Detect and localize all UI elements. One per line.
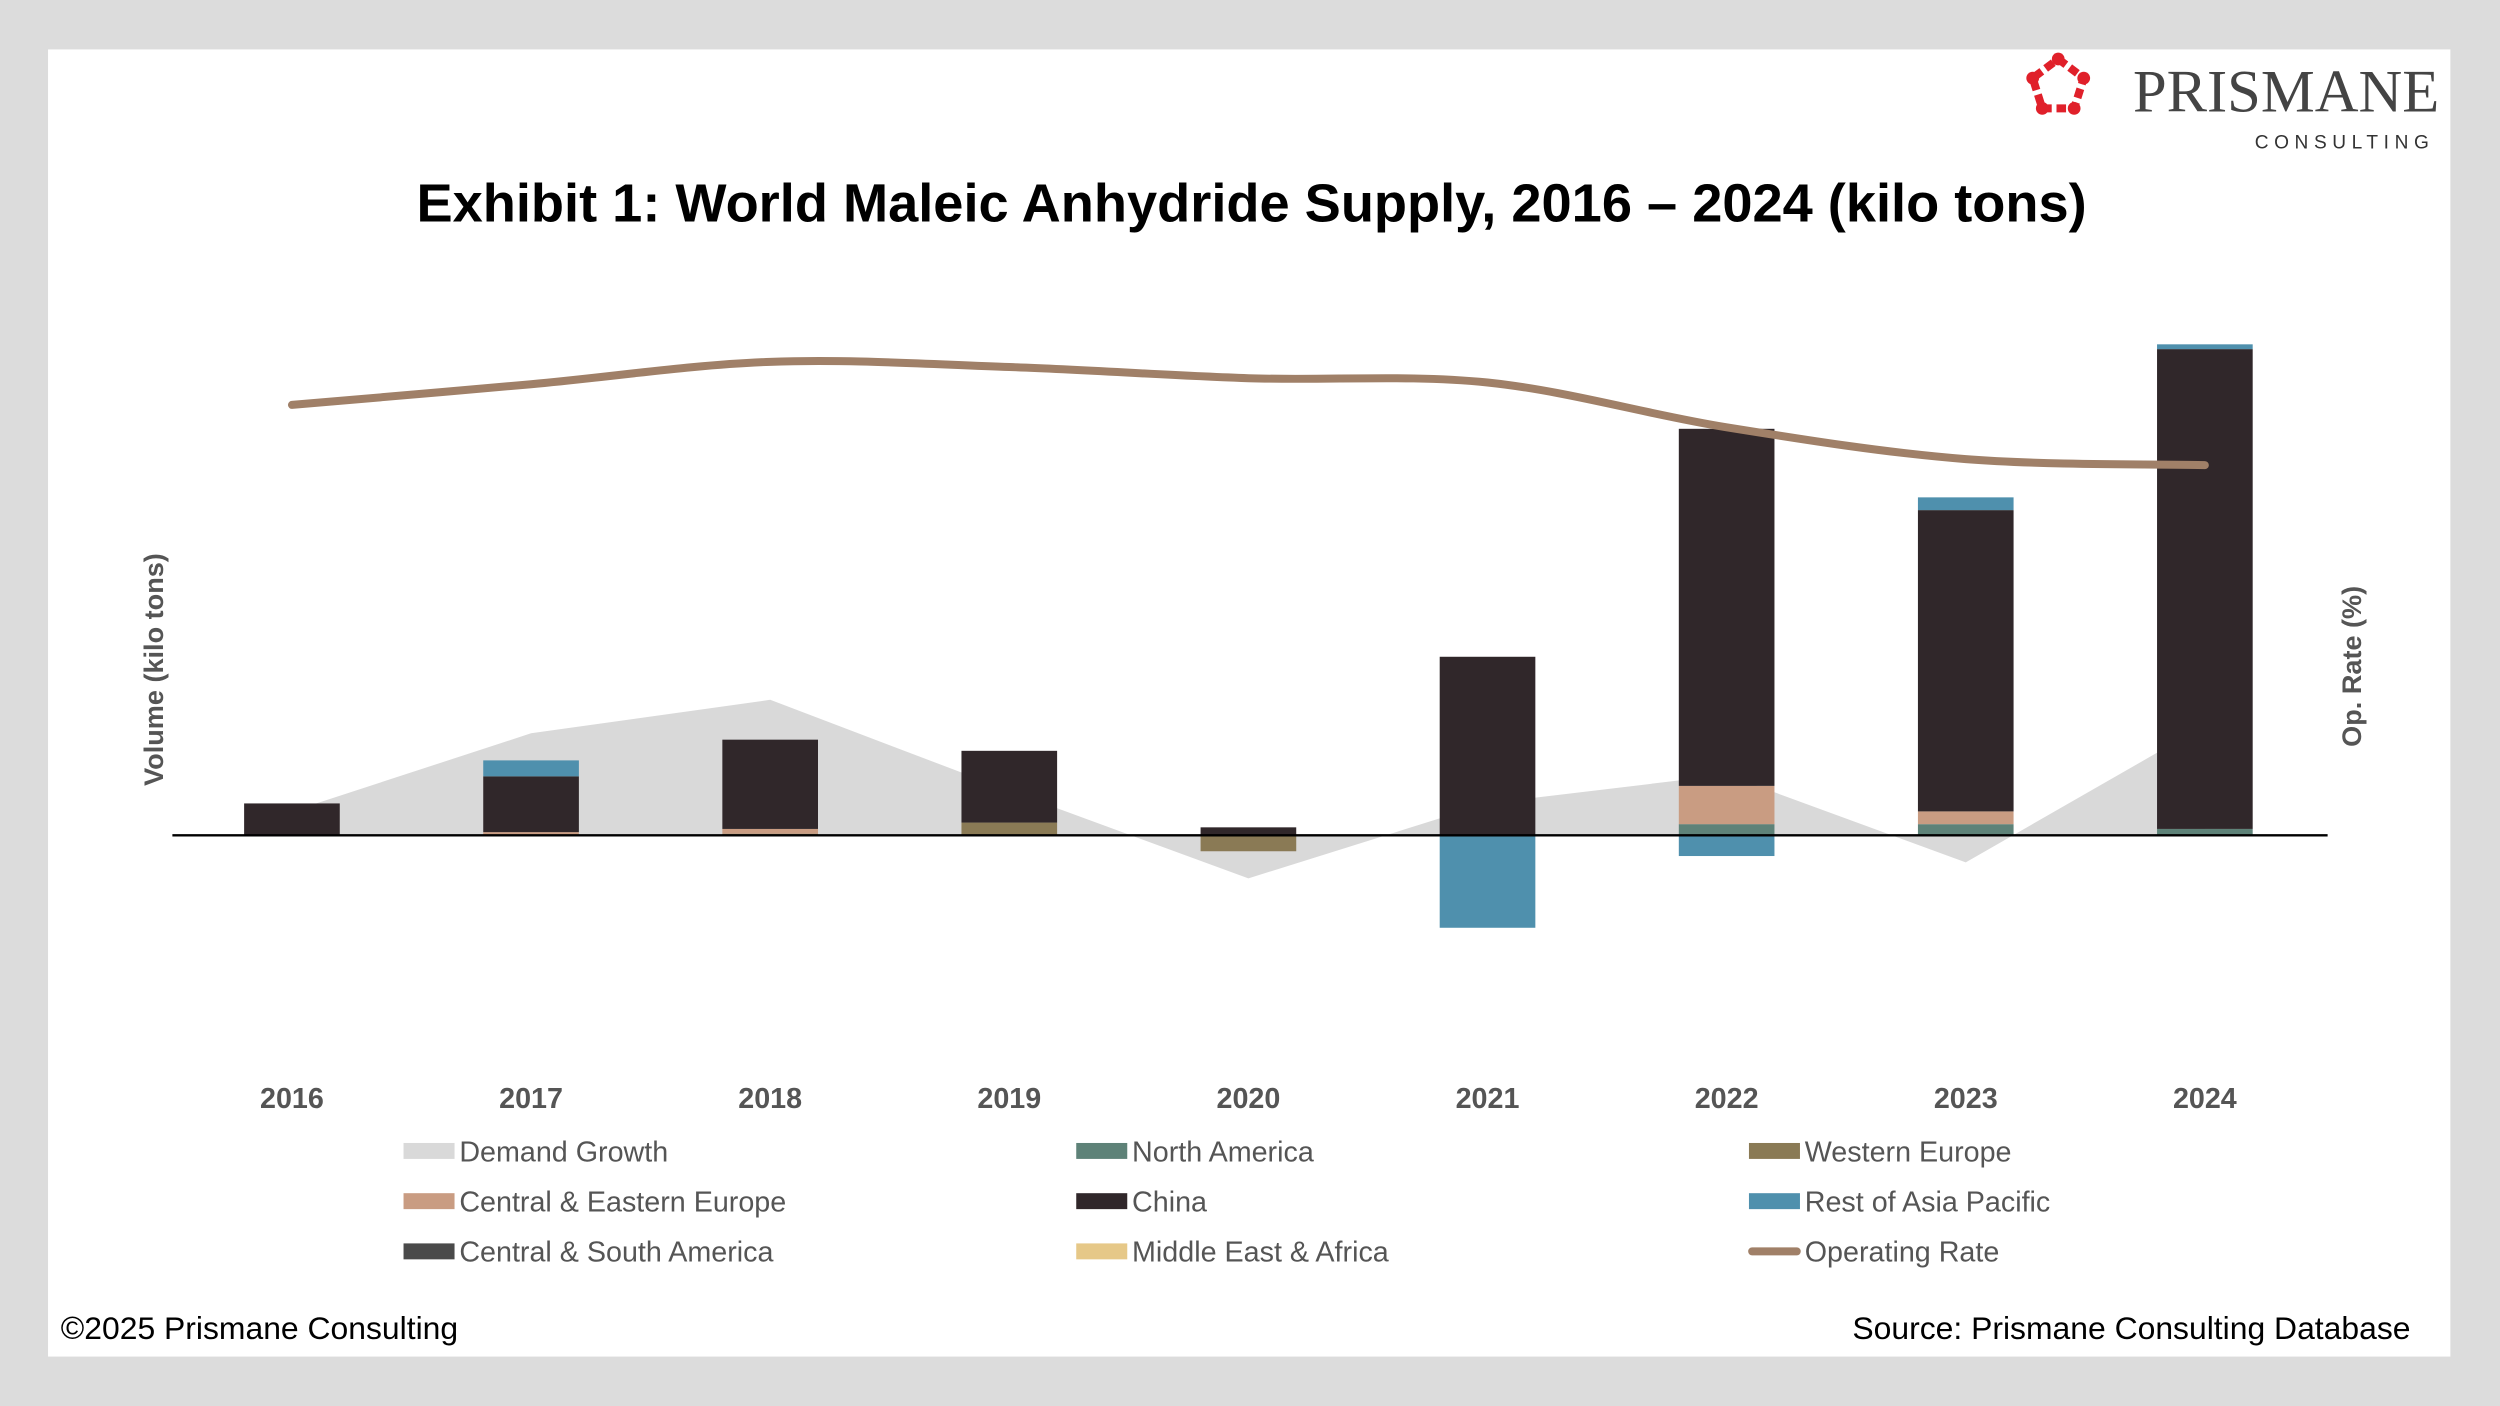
legend-label: China [1132,1187,1207,1219]
bar-segment-china-2017 [483,776,579,833]
bar-segment-north-america-2022 [1678,824,1775,836]
x-tick-label: 2022 [1695,1083,1759,1115]
footer-copyright: ©2025 Prismane Consulting [61,1310,458,1346]
legend-label: Demand Growth [459,1136,668,1168]
legend-label: Western Europe [1805,1136,2012,1168]
bar-segment-rest-of-asia-pacific-2021 [1439,835,1536,928]
legend-swatch [1076,1142,1128,1159]
bar-segment-china-2020 [1200,827,1297,836]
chart-title: Exhibit 1: World Maleic Anhydride Supply… [417,174,2087,234]
legend-swatch [1748,1193,1800,1210]
y2-axis-label: Op. Rate (%) [2336,586,2367,747]
legend-label: Middle East & Africa [1132,1237,1389,1269]
bar-segment-central-eastern-europe-2023 [1917,811,2014,825]
legend-item: China [1076,1187,1207,1219]
legend-label: Rest of Asia Pacific [1805,1187,2051,1219]
bar-segment-china-2022 [1678,428,1775,786]
y-axis-label: Volume (kilo tons) [138,553,169,786]
x-tick-label: 2016 [260,1083,324,1115]
bar-segment-central-eastern-europe-2022 [1678,785,1775,825]
bar-segment-china-2023 [1917,510,2014,812]
logo: PRISMANE CONSULTING [2026,52,2439,153]
legend-item: Demand Growth [403,1136,668,1168]
legend-item: Central & South America [403,1237,773,1269]
bar-segment-rest-of-asia-pacific-2017 [483,760,579,777]
bar-segment-north-america-2023 [1917,824,2014,836]
bar-segment-central-eastern-europe-2018 [722,828,818,834]
bar-segment-china-2018 [722,739,818,829]
bar-segment-china-2021 [1439,656,1536,836]
x-tick-label: 2018 [738,1083,802,1115]
x-tick-label: 2023 [1934,1083,1998,1115]
bar-segment-china-2024 [2157,349,2253,829]
slide-card [48,49,2451,1357]
bar-segment-central-eastern-europe-2017 [483,832,579,836]
x-tick-label: 2017 [499,1083,563,1115]
bar-segment-western-europe-2019 [961,822,1058,836]
x-tick-label: 2019 [977,1083,1041,1115]
legend-label: Central & Eastern Europe [459,1187,786,1219]
legend-label: North America [1132,1136,1314,1168]
bar-segment-rest-of-asia-pacific-2023 [1917,497,2014,511]
legend-label: Central & South America [459,1237,773,1269]
x-tick-label: 2020 [1216,1083,1280,1115]
legend-item: Rest of Asia Pacific [1748,1187,2051,1219]
legend-swatch [1076,1193,1128,1210]
legend-item: North America [1076,1136,1314,1168]
bar-segment-rest-of-asia-pacific-2022 [1678,835,1775,857]
legend-item: Operating Rate [1748,1237,2000,1269]
legend-item: Middle East & Africa [1076,1237,1389,1269]
bar-segment-china-2016 [244,803,340,836]
legend-label: Operating Rate [1805,1237,2000,1269]
legend-swatch [1076,1243,1128,1260]
legend-swatch [403,1193,455,1210]
legend-swatch [403,1243,455,1260]
bar-segment-rest-of-asia-pacific-2024 [2157,344,2253,350]
bar-segment-western-europe-2020 [1200,835,1297,852]
logo-pentagon-icon [2026,52,2091,115]
bar-segment-china-2019 [961,750,1058,823]
logo-tagline: CONSULTING [2255,132,2435,153]
legend-swatch [1748,1142,1800,1159]
x-tick-label: 2021 [1456,1083,1520,1115]
bar-segment-north-america-2024 [2157,828,2253,836]
legend-item: Western Europe [1748,1136,2012,1168]
logo-wordmark: PRISMANE [2133,59,2439,126]
x-tick-label: 2024 [2173,1083,2237,1115]
legend-item: Central & Eastern Europe [403,1187,786,1219]
footer-source: Source: Prismane Consulting Database [1852,1310,2410,1346]
legend-swatch [403,1142,455,1159]
